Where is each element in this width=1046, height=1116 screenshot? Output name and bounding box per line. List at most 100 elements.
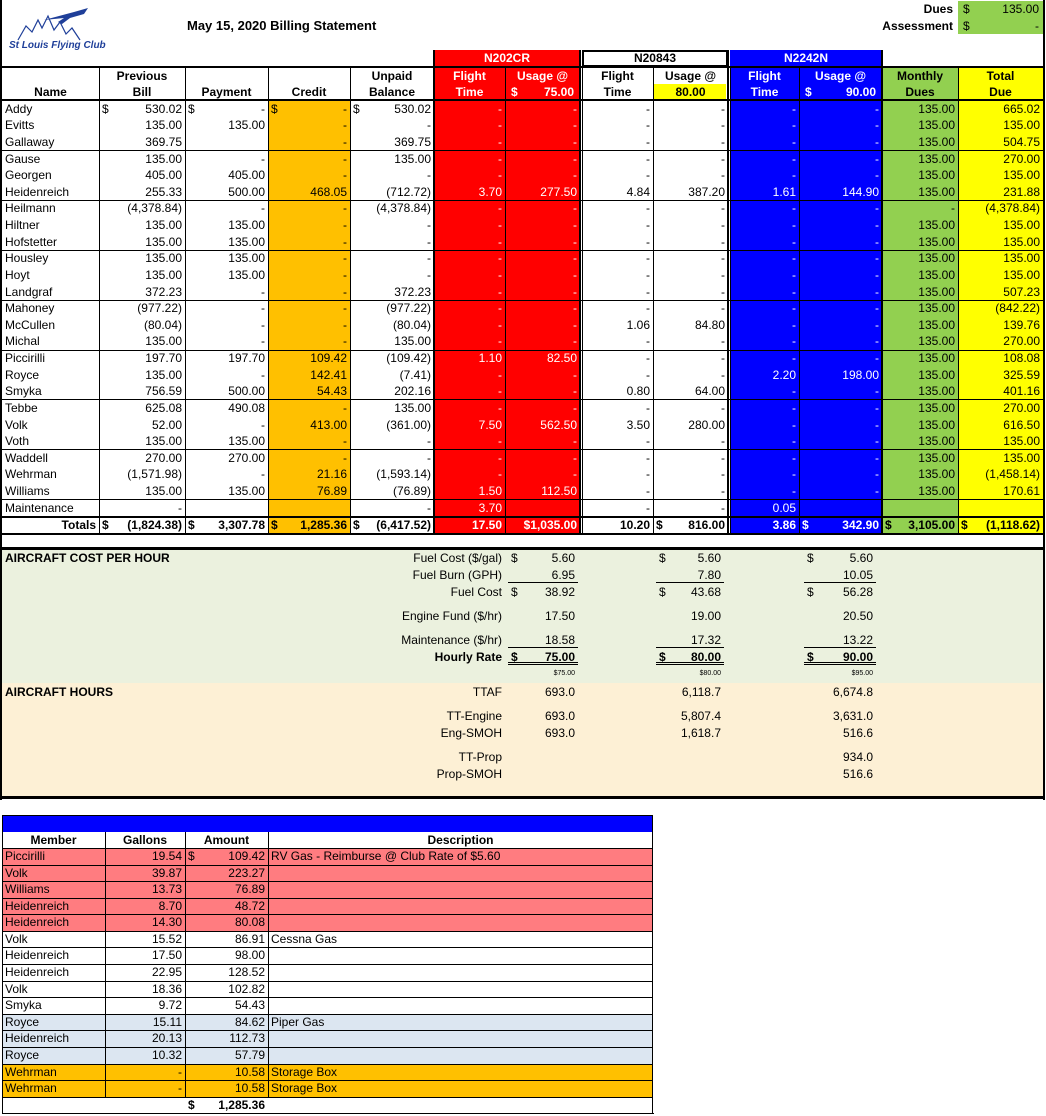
cell: 135.00 bbox=[228, 234, 265, 249]
cell: 135.00 bbox=[145, 151, 182, 166]
cell: 4.84 bbox=[626, 184, 650, 199]
cell: Hiltner bbox=[5, 218, 40, 233]
cell-part: 1,285.36 bbox=[300, 517, 347, 532]
cell-bg bbox=[2, 997, 653, 1014]
cell: - bbox=[721, 234, 725, 249]
cell-bg bbox=[2, 947, 653, 965]
cell: - bbox=[343, 267, 347, 282]
cell: - bbox=[498, 151, 502, 166]
cell: 135.00 bbox=[918, 400, 955, 415]
cell: - bbox=[573, 467, 577, 482]
cell: 112.50 bbox=[541, 484, 577, 499]
cell-part: - bbox=[1035, 19, 1039, 33]
cell-part: $ bbox=[807, 585, 814, 599]
cell: 6,674.8 bbox=[832, 685, 873, 699]
cell: - bbox=[646, 434, 650, 449]
cell: 135.00 bbox=[918, 317, 955, 332]
cell: 270.00 bbox=[145, 450, 182, 465]
cell: 13.73 bbox=[151, 882, 182, 897]
cell: $ 109.42 bbox=[185, 848, 268, 865]
cell: 135.00 bbox=[145, 484, 182, 499]
cell: AIRCRAFT HOURS bbox=[5, 685, 113, 699]
cell: - bbox=[721, 218, 725, 233]
rule bbox=[0, 515, 1045, 518]
cell-part: $ bbox=[188, 849, 195, 863]
cell-part: 1,285.36 bbox=[218, 1097, 265, 1112]
cell: Piccirilli bbox=[5, 351, 45, 366]
cell: - bbox=[646, 234, 650, 249]
rule bbox=[2, 864, 653, 866]
cell: 15.11 bbox=[152, 1014, 182, 1029]
cell: 135.00 bbox=[918, 384, 955, 399]
cell: - bbox=[721, 334, 725, 349]
cell: Hourly Rate bbox=[434, 650, 502, 664]
cell: 1.10 bbox=[478, 351, 502, 366]
cell: (4,378.84) bbox=[127, 201, 182, 216]
rule bbox=[2, 1096, 653, 1098]
cell: 6.95 bbox=[508, 567, 578, 583]
cell: 562.50 bbox=[540, 417, 577, 432]
rule bbox=[433, 50, 435, 533]
cell: - bbox=[573, 251, 577, 266]
cell: 57.79 bbox=[234, 1047, 265, 1062]
cell-part: (1,118.62) bbox=[985, 517, 1040, 532]
cell: - bbox=[875, 267, 879, 282]
cell: - bbox=[792, 301, 796, 316]
cell: (7.41) bbox=[399, 367, 431, 382]
cell: - bbox=[646, 118, 650, 133]
cell: - bbox=[498, 450, 502, 465]
cell: (80.04) bbox=[143, 317, 182, 332]
cell: - bbox=[646, 168, 650, 183]
cell: 10.58 bbox=[234, 1081, 265, 1096]
cell: - bbox=[792, 334, 796, 349]
cell: - bbox=[427, 234, 431, 249]
cell: 54.43 bbox=[234, 998, 265, 1013]
cell: 693.0 bbox=[544, 685, 575, 699]
cell: $ 43.68 bbox=[656, 584, 724, 600]
rule bbox=[582, 67, 583, 533]
cell: - bbox=[261, 467, 265, 482]
cell: Dues bbox=[905, 84, 935, 99]
cell: $ (1,118.62) bbox=[958, 517, 1043, 533]
cell: 135.00 bbox=[145, 118, 182, 133]
cell: 128.52 bbox=[228, 965, 265, 980]
cell: 20.50 bbox=[842, 609, 873, 623]
cell: - bbox=[261, 334, 265, 349]
rule bbox=[350, 67, 351, 533]
rule bbox=[2, 897, 653, 899]
cell: 7.50 bbox=[478, 417, 502, 432]
rule bbox=[2, 947, 653, 949]
cell: (1,458.14) bbox=[985, 467, 1040, 482]
cell-bg bbox=[2, 964, 653, 981]
cell: Michal bbox=[5, 334, 40, 349]
cell: - bbox=[573, 151, 577, 166]
cell: - bbox=[427, 118, 431, 133]
cell-part: 5.60 bbox=[849, 551, 873, 565]
cell: 387.20 bbox=[688, 184, 725, 199]
rule bbox=[0, 299, 1045, 301]
cell: - bbox=[427, 434, 431, 449]
cell: Description bbox=[427, 833, 494, 847]
rule bbox=[268, 832, 269, 1097]
cell: - bbox=[343, 251, 347, 266]
cell: 64.00 bbox=[694, 384, 725, 399]
cell-part: 90.00 bbox=[845, 84, 876, 99]
cell-part: (6,417.52) bbox=[376, 517, 431, 532]
cell-part: - bbox=[261, 101, 265, 116]
cell: - bbox=[343, 118, 347, 133]
cell: Assessment bbox=[882, 19, 953, 33]
cell: 693.0 bbox=[544, 709, 575, 723]
cell-bg bbox=[268, 100, 350, 533]
rule bbox=[0, 532, 1045, 535]
cell: 270.00 bbox=[228, 450, 265, 465]
cell: - bbox=[646, 284, 650, 299]
rule bbox=[0, 796, 1045, 799]
cell-bg bbox=[2, 1013, 653, 1031]
rule bbox=[2, 980, 653, 982]
cell: - bbox=[498, 101, 502, 116]
cell: - bbox=[646, 334, 650, 349]
cell: (1,593.14) bbox=[376, 467, 431, 482]
cell: - bbox=[343, 400, 347, 415]
cell: Storage Box bbox=[271, 1064, 338, 1079]
cell: Prop-SMOH bbox=[436, 767, 502, 781]
